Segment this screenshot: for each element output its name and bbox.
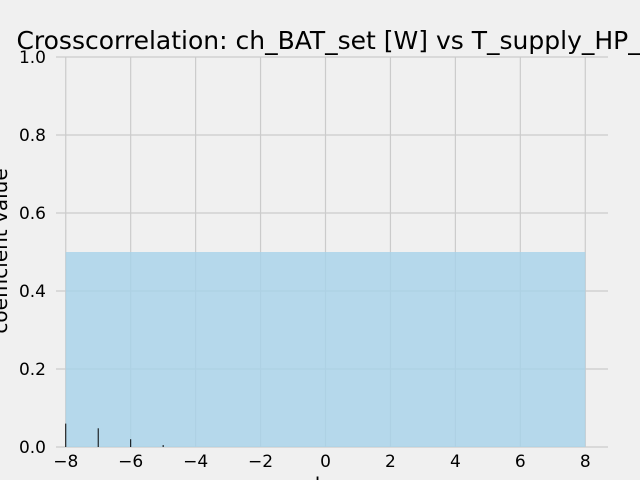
confidence-band-layer: [65, 252, 586, 447]
correlation-bars: [65, 423, 164, 447]
x-tick-label: 0: [320, 452, 331, 472]
x-tick-labels: −8 −6 −4 −2 0 2 4 6 8: [53, 452, 590, 472]
y-tick-label: 1.0: [19, 48, 46, 68]
x-tick-label: −8: [53, 452, 78, 472]
y-tick-label: 0.2: [19, 360, 46, 380]
y-tick-label: 0.8: [19, 126, 46, 146]
y-tick-label: 0.4: [19, 282, 46, 302]
y-axis-label: coefficient value: [0, 168, 12, 333]
x-axis-label: lag: [315, 473, 346, 480]
chart-title: Crosscorrelation: ch_BAT_set [W] vs T_su…: [16, 26, 640, 55]
y-tick-label: 0.6: [19, 204, 46, 224]
x-tick-label: 8: [580, 452, 591, 472]
y-tick-labels: 0.0 0.2 0.4 0.6 0.8 1.0: [19, 48, 46, 458]
x-tick-label: 6: [515, 452, 526, 472]
x-tick-label: −2: [248, 452, 273, 472]
confidence-band: [65, 252, 586, 447]
y-tick-label: 0.0: [19, 438, 46, 458]
x-tick-label: 4: [450, 452, 461, 472]
x-tick-label: 2: [385, 452, 396, 472]
x-tick-label: −4: [183, 452, 208, 472]
x-tick-label: −6: [118, 452, 143, 472]
